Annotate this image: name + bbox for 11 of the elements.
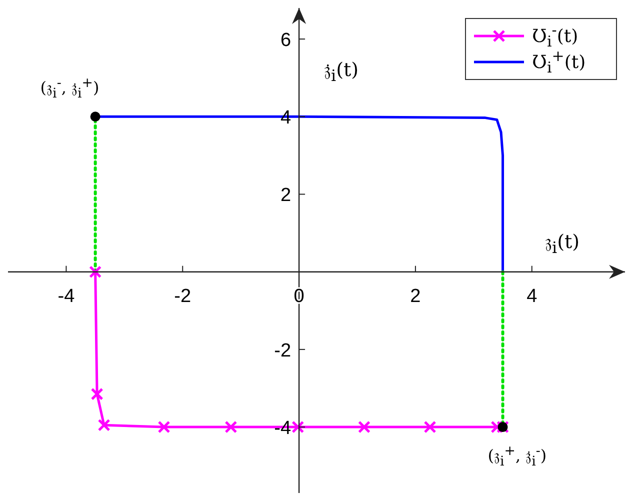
annotation: (𝔷$_{i}$$^{-}$, 𝔷̇$_{i}$$^{+}$) [40,75,100,102]
annotation: (𝔷$_{i}$$^{+}$, 𝔷̇$_{i}$$^{-}$) [488,444,547,470]
y-tick-label: 2 [280,185,292,206]
y-axis-title: 𝔷̇$_{i}$(t) [324,59,359,85]
y-tick-label: -2 [274,340,292,362]
x-axis-title: 𝔷$_{i}$(t) [545,230,580,257]
x-tick-label: 2 [410,286,421,307]
x-tick-label: -2 [174,286,192,307]
y-tick-label: 6 [280,30,292,52]
x-tick-label: 4 [526,286,538,307]
x-tick-label: -4 [58,286,76,307]
